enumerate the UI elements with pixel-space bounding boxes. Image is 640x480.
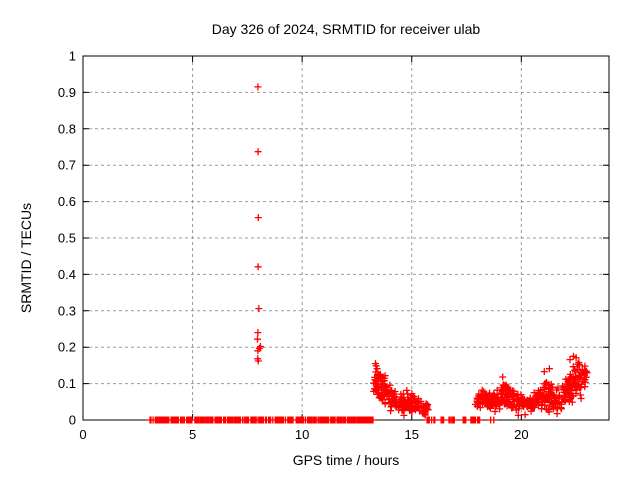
svg-text:15: 15 <box>405 427 419 442</box>
svg-text:0.9: 0.9 <box>58 85 76 100</box>
svg-text:0.6: 0.6 <box>58 194 76 209</box>
svg-text:0.8: 0.8 <box>58 121 76 136</box>
svg-text:0.1: 0.1 <box>58 376 76 391</box>
svg-text:0.7: 0.7 <box>58 158 76 173</box>
tick-marks <box>82 55 609 421</box>
svg-text:0.4: 0.4 <box>58 267 76 282</box>
x-tick-labels: 0 5 10 15 20 <box>79 427 528 442</box>
svg-text:5: 5 <box>189 427 196 442</box>
gridlines <box>83 56 609 420</box>
svg-text:20: 20 <box>514 427 528 442</box>
chart-title: Day 326 of 2024, SRMTID for receiver ula… <box>211 21 481 37</box>
svg-text:0: 0 <box>69 413 76 428</box>
svg-text:1: 1 <box>69 49 76 64</box>
svg-text:10: 10 <box>295 427 309 442</box>
svg-text:0: 0 <box>79 427 86 442</box>
y-tick-labels: 0 0.1 0.2 0.3 0.4 0.5 0.6 0.7 0.8 0.9 1 <box>58 49 76 428</box>
svg-text:0.5: 0.5 <box>58 231 76 246</box>
svg-text:0.3: 0.3 <box>58 303 76 318</box>
svg-text:0.2: 0.2 <box>58 340 76 355</box>
scatter-markers <box>146 83 591 424</box>
x-axis-label: GPS time / hours <box>292 452 400 468</box>
